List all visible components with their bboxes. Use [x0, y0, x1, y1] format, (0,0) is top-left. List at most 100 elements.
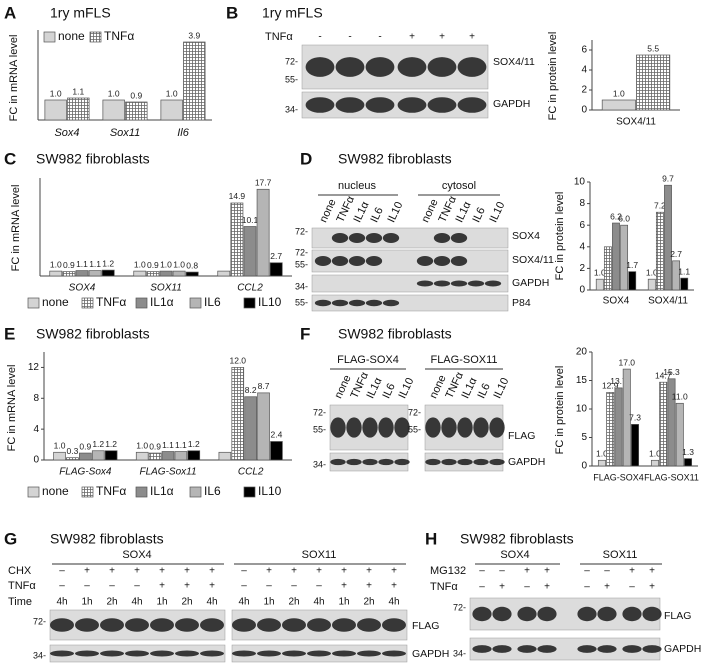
bar: [159, 270, 173, 277]
blot-band: [622, 606, 642, 622]
band-label: FLAG: [664, 610, 691, 622]
bar: [187, 450, 201, 461]
value-label: 1.3: [682, 447, 694, 457]
lane-value: +: [184, 581, 190, 592]
bar: [125, 101, 148, 121]
lane-label: IL6: [380, 382, 397, 401]
blot-band: [416, 256, 434, 266]
blot-band: [382, 650, 406, 657]
panel-letter: H: [425, 529, 437, 548]
y-axis-label: FC in protein level: [554, 366, 566, 455]
lane-value: –: [134, 581, 140, 592]
lane-value: +: [341, 566, 347, 577]
panel-title: 1ry mFLS: [50, 5, 111, 21]
mw-marker: 55-: [408, 424, 421, 434]
blot-band: [473, 417, 489, 438]
x-tick-label: CCL2: [237, 283, 263, 294]
blot-band: [597, 645, 617, 653]
value-label: 11.0: [672, 392, 688, 402]
value-label: 1.1: [89, 259, 101, 269]
legend-swatch: [135, 486, 148, 498]
blot-band: [382, 618, 406, 632]
blot-band: [642, 606, 662, 622]
bar: [79, 452, 92, 461]
blot-band: [346, 417, 362, 438]
value-label: 8.2: [245, 385, 257, 395]
lane-value: –: [84, 581, 90, 592]
value-label: 9.7: [662, 173, 674, 183]
legend-label: IL1α: [150, 295, 174, 309]
blot-band: [427, 97, 457, 113]
blot-strip: [311, 274, 509, 293]
bar: [243, 226, 257, 277]
panel-letter: D: [300, 149, 312, 168]
lane-value: –: [479, 566, 485, 577]
mw-marker: 72-: [408, 407, 421, 417]
band-label: GAPDH: [512, 277, 549, 289]
y-tick-label: 8: [33, 393, 39, 404]
blot-band: [489, 417, 505, 438]
blot-strip: [311, 249, 509, 273]
blot-band: [100, 650, 124, 657]
bar: [631, 424, 640, 467]
lane-value: –: [604, 566, 610, 577]
group-label: nucleus: [338, 180, 376, 192]
blot-band: [282, 650, 306, 657]
x-tick-label: FLAG-Sox4: [59, 467, 112, 478]
bar: [104, 450, 118, 461]
value-label: 2.4: [271, 430, 283, 440]
y-tick-label: 0: [581, 461, 587, 472]
lane-value: +: [604, 582, 610, 593]
legend-swatch: [135, 297, 148, 309]
blot-band: [362, 458, 378, 466]
lane-value: +: [544, 566, 550, 577]
legend-swatch: [189, 486, 202, 498]
blot-band: [492, 606, 512, 622]
blot-band: [100, 618, 124, 632]
lane-value: +: [291, 566, 297, 577]
lane-value: -: [318, 32, 321, 43]
value-label: 0.9: [149, 441, 161, 451]
lane-value: 2h: [106, 597, 117, 608]
mw-marker: 72-: [33, 616, 46, 626]
blot-band: [175, 618, 199, 632]
blot-band: [425, 417, 441, 438]
value-label: 1.1: [72, 86, 84, 96]
bar: [256, 188, 270, 277]
group-label: SOX4: [122, 549, 151, 561]
blot-band: [330, 417, 346, 438]
blot-band: [433, 280, 451, 287]
group-label: SOX11: [302, 549, 337, 561]
band-label: SOX4: [512, 230, 540, 242]
lane-value: +: [366, 581, 372, 592]
y-axis-label: FC in mRNA level: [10, 185, 22, 272]
bar: [44, 99, 67, 121]
lane-value: 4h: [56, 597, 67, 608]
lane-value: +: [366, 566, 372, 577]
lane-value: –: [316, 581, 322, 592]
mw-marker: 55-: [295, 297, 308, 307]
lane-value: 2h: [363, 597, 374, 608]
blot-band: [307, 618, 331, 632]
bar: [230, 202, 244, 277]
blot-band: [335, 97, 365, 113]
lane-value: 4h: [313, 597, 324, 608]
lane-value: –: [241, 566, 247, 577]
band-label: SOX4/11: [512, 254, 554, 266]
band-label: GAPDH: [412, 648, 449, 660]
value-label: 1.0: [108, 88, 120, 98]
band-label: FLAG: [508, 430, 535, 442]
x-tick-label: SOX4/11: [616, 117, 656, 128]
y-tick-label: 8: [579, 198, 585, 209]
value-label: 1.0: [166, 88, 178, 98]
legend-swatch: [243, 486, 256, 498]
x-tick-label: SOX11: [150, 283, 182, 294]
value-label: 0.9: [79, 441, 91, 451]
band-label: FLAG: [412, 620, 439, 632]
row-label: TNFα: [430, 581, 458, 593]
blot-band: [597, 606, 617, 622]
lane-value: –: [524, 582, 530, 593]
blot-band: [450, 233, 468, 243]
panel-letter: C: [4, 149, 16, 168]
bar: [161, 451, 175, 461]
